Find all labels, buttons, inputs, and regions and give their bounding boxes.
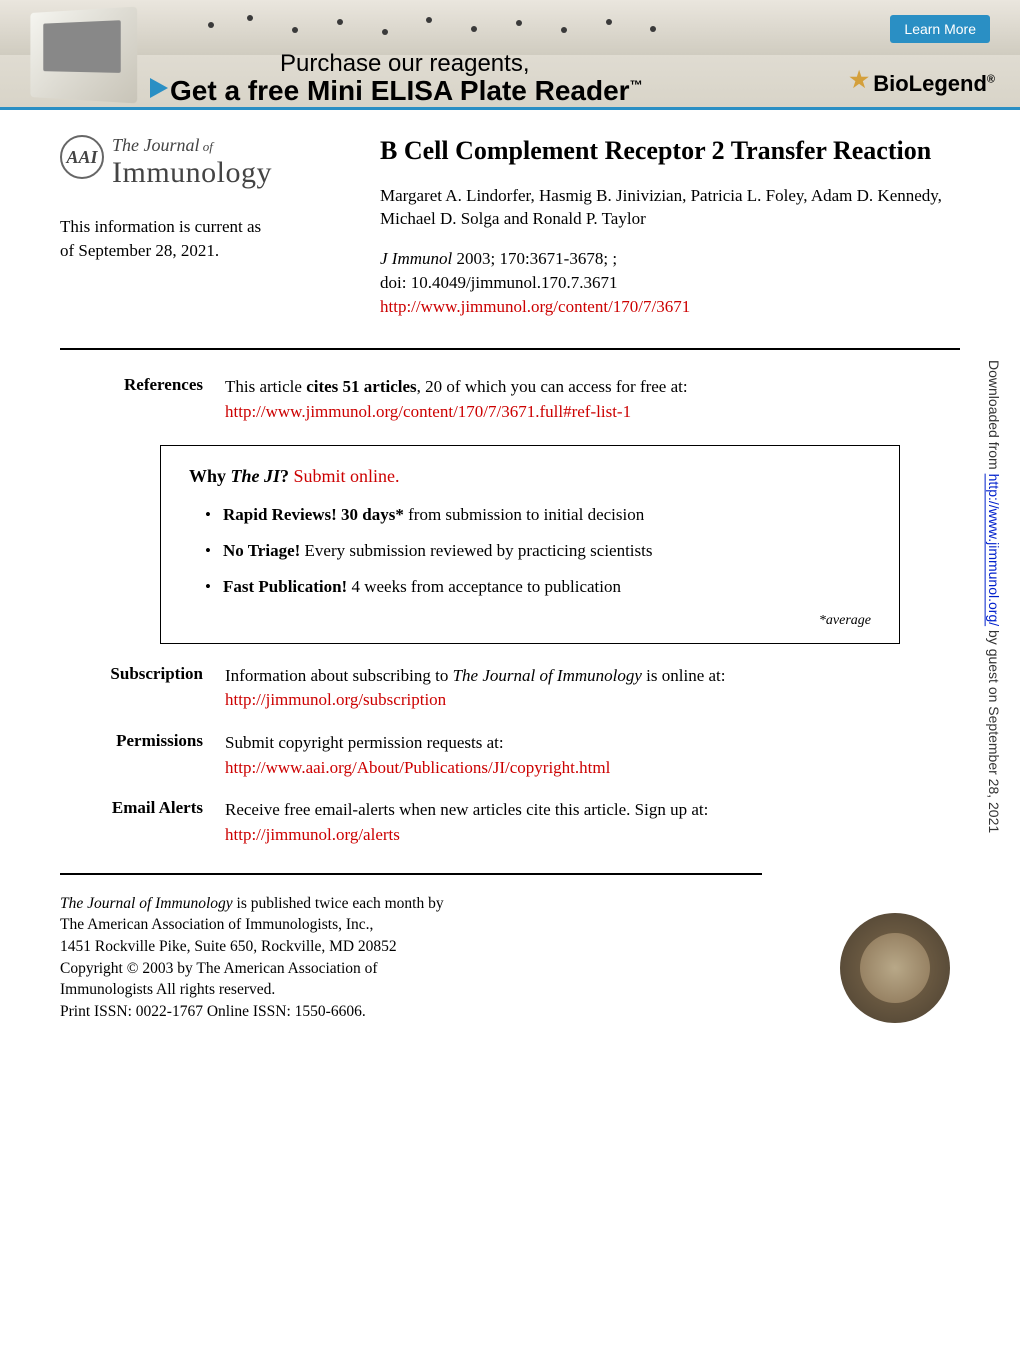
registered-symbol: ® bbox=[987, 74, 995, 86]
references-text-bold: cites 51 articles bbox=[306, 377, 416, 396]
banner-decoration bbox=[180, 8, 740, 43]
references-url-link[interactable]: http://www.jimmunol.org/content/170/7/36… bbox=[225, 402, 631, 421]
alerts-content: Receive free email-alerts when new artic… bbox=[225, 798, 960, 847]
why-item-1-bold: Rapid Reviews! 30 days* bbox=[223, 505, 404, 524]
subscription-row: Subscription Information about subscribi… bbox=[60, 664, 960, 713]
journal-name-the: The bbox=[112, 135, 144, 155]
subscription-text-pre: Information about subscribing to bbox=[225, 666, 453, 685]
header-row: AAI The Journal of Immunology This infor… bbox=[60, 135, 960, 318]
why-item-1-rest: from submission to initial decision bbox=[404, 505, 644, 524]
submit-online-link[interactable]: Submit online. bbox=[294, 466, 400, 486]
banner-text-line2: Get a free Mini ELISA Plate Reader™ bbox=[170, 75, 643, 107]
why-item-1: Rapid Reviews! 30 days* from submission … bbox=[205, 505, 871, 525]
article-authors: Margaret A. Lindorfer, Hasmig B. Jiniviz… bbox=[380, 184, 960, 232]
article-citation: J Immunol 2003; 170:3671-3678; ; doi: 10… bbox=[380, 247, 960, 318]
alerts-row: Email Alerts Receive free email-alerts w… bbox=[60, 798, 960, 847]
why-item-2-rest: Every submission reviewed by practicing … bbox=[300, 541, 652, 560]
banner-device-image bbox=[30, 7, 137, 104]
banner-text-line1: Purchase our reagents, bbox=[280, 50, 529, 78]
permissions-text: Submit copyright permission requests at: bbox=[225, 733, 504, 752]
learn-more-button[interactable]: Learn More bbox=[890, 15, 990, 43]
why-item-3: Fast Publication! 4 weeks from acceptanc… bbox=[205, 577, 871, 597]
journal-name-journal: Journal bbox=[144, 135, 200, 155]
references-text-post: , 20 of which you can access for free at… bbox=[417, 377, 688, 396]
why-item-2-bold: No Triage! bbox=[223, 541, 300, 560]
references-label: References bbox=[60, 375, 225, 424]
references-text-pre: This article bbox=[225, 377, 306, 396]
why-submit-box: Why The JI? Submit online. Rapid Reviews… bbox=[160, 445, 900, 644]
subscription-label: Subscription bbox=[60, 664, 225, 713]
why-item-3-rest: 4 weeks from acceptance to publication bbox=[347, 577, 621, 596]
download-attribution: Downloaded from http://www.jimmunol.org/… bbox=[986, 360, 1002, 833]
why-title-q: ? bbox=[280, 466, 294, 486]
why-title: Why The JI? Submit online. bbox=[189, 466, 871, 487]
permissions-url-link[interactable]: http://www.aai.org/About/Publications/JI… bbox=[225, 758, 610, 777]
footer-journal-name: The Journal of Immunology bbox=[60, 895, 233, 912]
footer-line5: Immunologists All rights reserved. bbox=[60, 981, 275, 998]
citation-journal: J Immunol bbox=[380, 249, 452, 268]
side-url-link[interactable]: http://www.jimmunol.org/ bbox=[986, 474, 1002, 627]
journal-name: The Journal of Immunology bbox=[112, 135, 272, 190]
footer-line2: The American Association of Immunologist… bbox=[60, 916, 373, 933]
footer-line1-rest: is published twice each month by bbox=[233, 895, 444, 912]
footer: The Journal of Immunology is published t… bbox=[60, 893, 960, 1023]
footer-text: The Journal of Immunology is published t… bbox=[60, 893, 810, 1023]
banner-arrow-icon bbox=[150, 78, 168, 98]
subscription-url-link[interactable]: http://jimmunol.org/subscription bbox=[225, 690, 446, 709]
footer-seal bbox=[840, 913, 960, 1023]
side-pre: Downloaded from bbox=[986, 360, 1002, 474]
current-info-line1: This information is current as bbox=[60, 215, 340, 239]
citation-info: 2003; 170:3671-3678; ; bbox=[452, 249, 617, 268]
alerts-label: Email Alerts bbox=[60, 798, 225, 847]
why-title-why: Why bbox=[189, 466, 231, 486]
alerts-text: Receive free email-alerts when new artic… bbox=[225, 800, 708, 819]
footer-line6: Print ISSN: 0022-1767 Online ISSN: 1550-… bbox=[60, 1003, 366, 1020]
divider-1 bbox=[60, 348, 960, 350]
why-item-2: No Triage! Every submission reviewed by … bbox=[205, 541, 871, 561]
subscription-text-ital: The Journal of Immunology bbox=[453, 666, 642, 685]
aai-seal-icon bbox=[840, 913, 950, 1023]
citation-doi: doi: 10.4049/jimmunol.170.7.3671 bbox=[380, 273, 618, 292]
trademark-symbol: ™ bbox=[630, 78, 643, 93]
article-title: B Cell Complement Receptor 2 Transfer Re… bbox=[380, 135, 960, 168]
subscription-text-post: is online at: bbox=[642, 666, 726, 685]
why-title-ji: The JI bbox=[231, 466, 281, 486]
main-content: AAI The Journal of Immunology This infor… bbox=[0, 110, 1020, 1063]
article-url-link[interactable]: http://www.jimmunol.org/content/170/7/36… bbox=[380, 297, 690, 316]
why-list: Rapid Reviews! 30 days* from submission … bbox=[189, 505, 871, 597]
references-row: References This article cites 51 article… bbox=[60, 375, 960, 424]
why-item-3-bold: Fast Publication! bbox=[223, 577, 347, 596]
references-content: This article cites 51 articles, 20 of wh… bbox=[225, 375, 960, 424]
journal-name-immunology: Immunology bbox=[112, 156, 272, 190]
permissions-row: Permissions Submit copyright permission … bbox=[60, 731, 960, 780]
journal-emblem-icon: AAI bbox=[60, 135, 104, 179]
banner-ad[interactable]: Learn More Purchase our reagents, Get a … bbox=[0, 0, 1020, 110]
seal-inner bbox=[860, 933, 930, 1003]
biolegend-star-icon bbox=[849, 71, 869, 91]
why-footnote: *average bbox=[189, 613, 871, 629]
journal-name-line1: The Journal of bbox=[112, 135, 272, 156]
permissions-label: Permissions bbox=[60, 731, 225, 780]
divider-2 bbox=[60, 873, 762, 875]
footer-line3: 1451 Rockville Pike, Suite 650, Rockvill… bbox=[60, 938, 397, 955]
footer-line4: Copyright © 2003 by The American Associa… bbox=[60, 960, 378, 977]
journal-block: AAI The Journal of Immunology This infor… bbox=[60, 135, 340, 318]
permissions-content: Submit copyright permission requests at:… bbox=[225, 731, 960, 780]
journal-name-of: of bbox=[200, 139, 213, 154]
side-post: by guest on September 28, 2021 bbox=[986, 626, 1002, 833]
current-info: This information is current as of Septem… bbox=[60, 215, 340, 263]
biolegend-logo[interactable]: BioLegend® bbox=[849, 71, 995, 97]
alerts-url-link[interactable]: http://jimmunol.org/alerts bbox=[225, 825, 400, 844]
journal-logo: AAI The Journal of Immunology bbox=[60, 135, 340, 190]
current-info-line2: of September 28, 2021. bbox=[60, 239, 340, 263]
title-block: B Cell Complement Receptor 2 Transfer Re… bbox=[380, 135, 960, 318]
biolegend-brand-text: BioLegend bbox=[873, 71, 987, 96]
subscription-content: Information about subscribing to The Jou… bbox=[225, 664, 960, 713]
banner-text-line2-main: Get a free Mini ELISA Plate Reader bbox=[170, 75, 630, 106]
